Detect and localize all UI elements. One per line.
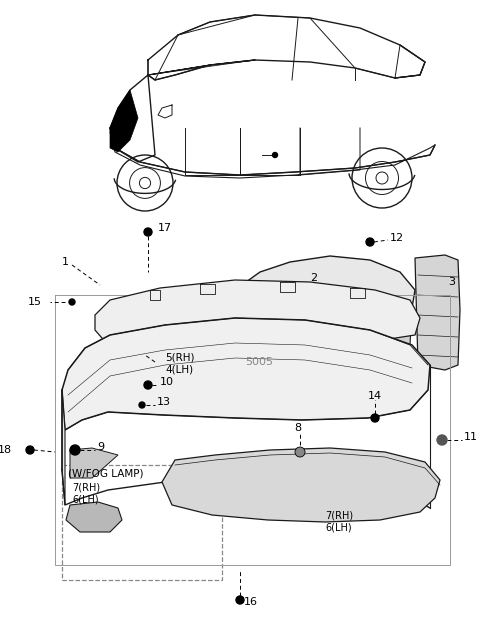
Text: 16: 16 bbox=[244, 597, 258, 607]
Circle shape bbox=[144, 381, 152, 389]
Text: 9: 9 bbox=[97, 442, 104, 452]
Polygon shape bbox=[235, 256, 415, 330]
Text: 10: 10 bbox=[160, 377, 174, 387]
Circle shape bbox=[139, 402, 145, 408]
Circle shape bbox=[26, 446, 34, 454]
Text: 7(RH): 7(RH) bbox=[72, 483, 100, 493]
Polygon shape bbox=[238, 305, 412, 368]
Circle shape bbox=[69, 299, 75, 305]
Text: 6(LH): 6(LH) bbox=[325, 523, 352, 533]
Text: 12: 12 bbox=[390, 233, 404, 243]
Polygon shape bbox=[415, 255, 460, 370]
Polygon shape bbox=[70, 448, 118, 478]
Text: 2: 2 bbox=[310, 273, 317, 283]
Polygon shape bbox=[162, 448, 440, 522]
Polygon shape bbox=[62, 390, 65, 505]
Text: 13: 13 bbox=[157, 397, 171, 407]
Text: 5005: 5005 bbox=[245, 357, 273, 367]
Text: 5(RH): 5(RH) bbox=[165, 353, 194, 363]
Text: 14: 14 bbox=[368, 391, 382, 401]
Polygon shape bbox=[66, 502, 122, 532]
Circle shape bbox=[273, 153, 277, 158]
Text: 18: 18 bbox=[0, 445, 12, 455]
Circle shape bbox=[236, 596, 244, 604]
Polygon shape bbox=[95, 280, 420, 345]
Polygon shape bbox=[110, 90, 138, 152]
Text: 3: 3 bbox=[448, 277, 455, 287]
Text: (W/FOG LAMP): (W/FOG LAMP) bbox=[68, 468, 144, 478]
Circle shape bbox=[371, 414, 379, 422]
Circle shape bbox=[295, 447, 305, 457]
Text: 1: 1 bbox=[62, 257, 69, 267]
Text: 7(RH): 7(RH) bbox=[325, 511, 353, 521]
Text: 15: 15 bbox=[28, 297, 42, 307]
Polygon shape bbox=[62, 318, 430, 430]
Text: 6(LH): 6(LH) bbox=[72, 495, 98, 505]
Circle shape bbox=[366, 238, 374, 246]
Circle shape bbox=[144, 228, 152, 236]
Circle shape bbox=[70, 445, 80, 455]
Text: 11: 11 bbox=[464, 432, 478, 442]
Text: 4(LH): 4(LH) bbox=[165, 365, 193, 375]
Text: 17: 17 bbox=[158, 223, 172, 233]
Bar bbox=[62, 465, 222, 580]
Text: 8: 8 bbox=[294, 423, 301, 433]
Polygon shape bbox=[290, 482, 380, 510]
Circle shape bbox=[437, 435, 447, 445]
